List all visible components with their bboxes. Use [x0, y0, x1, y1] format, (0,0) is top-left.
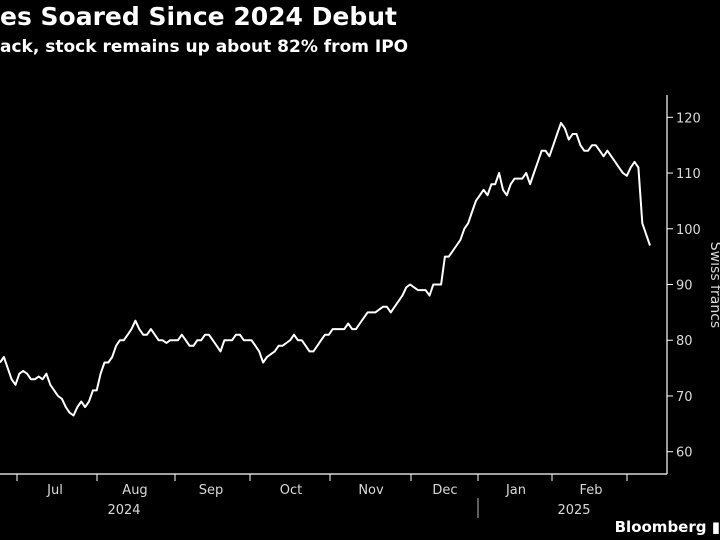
axes [0, 95, 673, 518]
y-tick-label: 120 [676, 111, 701, 126]
y-tick-label: 70 [676, 390, 693, 405]
y-tick-label: 100 [676, 223, 701, 238]
y-tick-label: 110 [676, 167, 701, 182]
y-tick-label: 80 [676, 334, 693, 349]
brand-name: Bloomberg [614, 518, 707, 536]
x-tick-label: Feb [579, 483, 602, 498]
x-tick-label: Nov [358, 483, 384, 498]
year-label: 2025 [557, 503, 590, 518]
x-tick-label: Jul [46, 483, 63, 498]
x-tick-label: Dec [432, 483, 457, 498]
y-axis-title: Swiss francs [707, 242, 720, 328]
series-line [0, 121, 651, 417]
year-label: 2024 [107, 503, 140, 518]
brand-mark-icon: ▮ [711, 518, 720, 536]
x-tick-label: Oct [280, 483, 302, 498]
y-tick-label: 90 [676, 279, 693, 294]
x-tick-label: Sep [199, 483, 224, 498]
bloomberg-brand: Bloomberg ▮ [615, 518, 720, 536]
axis-labels: 60 70 80 90 100 110 120 Swiss francs Jul Aug Sep Oc… [46, 111, 720, 518]
chart-subtitle: ack, stock remains up about 82% from IPO [0, 37, 409, 57]
x-tick-label: Aug [122, 483, 147, 498]
chart-title: es Soared Since 2024 Debut [0, 2, 397, 31]
x-tick-label: Jan [505, 483, 526, 498]
y-tick-label: 60 [676, 446, 693, 461]
